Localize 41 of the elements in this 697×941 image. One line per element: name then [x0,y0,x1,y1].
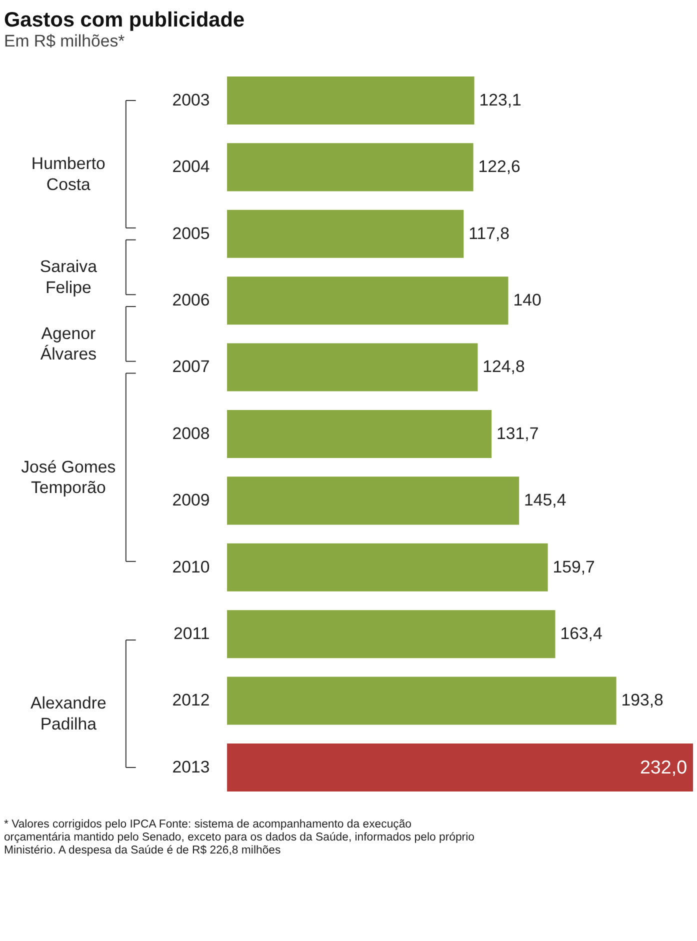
data-label: 163,4 [560,624,602,644]
y-tick-label: 2009 [172,490,210,510]
data-label: 140 [513,290,542,310]
bar [227,276,508,325]
text: Em R$ milhões* [4,31,126,50]
y-tick-label: 2008 [172,424,210,443]
data-label: 124,8 [482,357,525,376]
text: * Valores corrigidos pelo IPCA Fonte: sistema de acompanhamento da execução orçamentária mantido pelo Senado, exceto para os dados da Saúde, informados pelo próprio Ministério. A despesa da Saúde é de R$ 226,8 milhões [4,818,474,856]
bar [227,210,464,258]
text: José Gomes Temporão [21,457,116,498]
bar [227,143,474,192]
y-tick-label: 2006 [172,290,210,310]
y-tick-label: 2005 [172,224,210,243]
y-tick-label: 2003 [172,90,210,110]
text: Alexandre Padilha [30,694,106,734]
text: Humberto Costa [31,154,106,194]
text: Saraiva Felipe [40,257,98,298]
y-tick-label: 2007 [172,357,210,376]
data-label: 131,7 [496,424,539,443]
data-label: 123,1 [479,90,522,110]
bar [227,476,520,525]
chart-title: Gastos com publicidade [4,8,245,32]
bar [227,543,548,592]
y-tick-label: 2010 [172,557,210,576]
bar [227,676,616,725]
data-label: 122,6 [478,157,520,176]
bar [227,343,478,392]
text: Agenor Álvares [40,324,96,364]
data-label: 145,4 [524,490,566,510]
bar [227,743,694,792]
y-tick-label: 2004 [172,157,210,176]
bar [227,410,492,458]
data-label: 232,0 [640,756,688,778]
bar [227,610,556,658]
y-tick-label: 2013 [172,757,210,776]
y-tick-label: 2011 [173,624,210,644]
data-label: 117,8 [468,224,510,243]
y-tick-label: 2012 [172,690,210,710]
data-label: 193,8 [621,690,664,710]
data-label: 159,7 [552,557,595,576]
bar [227,76,474,124]
